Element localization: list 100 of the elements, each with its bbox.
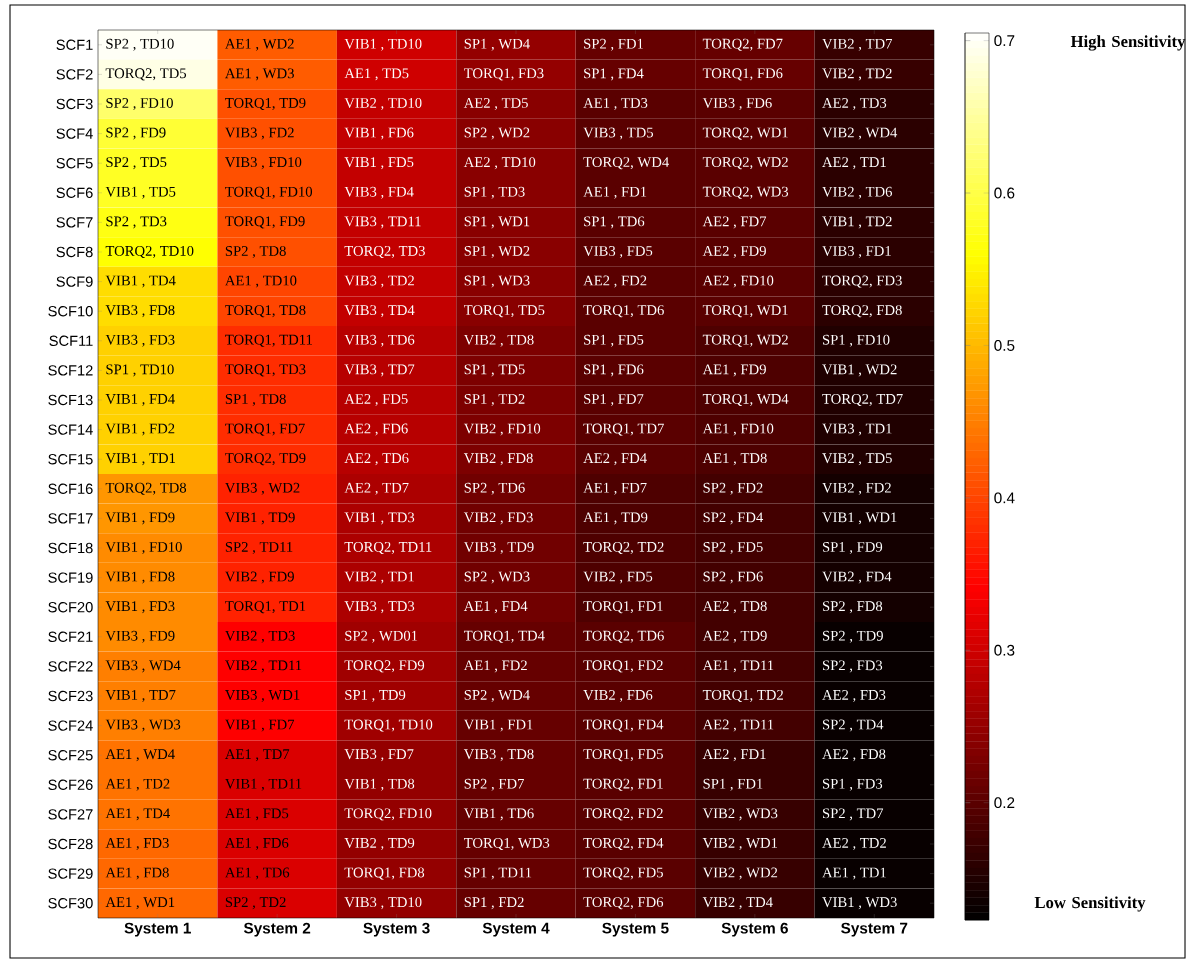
- data-label: SP2 , TD6: [464, 482, 525, 495]
- data-label: SP1 , FD6: [584, 364, 644, 377]
- data-label: VIB3 , FD8: [105, 305, 175, 318]
- data-label: VIB2 , TD7: [822, 38, 893, 51]
- data-label: VIB2 , WD4: [822, 127, 898, 140]
- data-label: VIB3 , FD9: [105, 630, 175, 643]
- data-label: TORQ2, WD4: [583, 157, 669, 170]
- y-tick-label: SCF25: [48, 750, 93, 761]
- y-tick-label: SCF27: [48, 809, 93, 820]
- data-label: VIB3 , TD6: [344, 334, 415, 347]
- data-label: SP2 , WD01: [345, 630, 418, 643]
- y-tick-label: SCF3: [56, 98, 93, 110]
- data-label: VIB1 , FD10: [105, 542, 182, 554]
- data-label: SP2 , TD8: [225, 246, 286, 259]
- data-label: TORQ2, FD7: [702, 38, 783, 51]
- data-label: AE1 , TD7: [225, 749, 290, 762]
- data-label: SP2 , TD9: [822, 630, 883, 643]
- data-label: AE1 , TD9: [583, 512, 648, 525]
- data-label: TORQ1, TD2: [702, 689, 783, 703]
- data-label: AE2 , FD5: [344, 394, 408, 406]
- data-label: VIB3 , TD5: [583, 127, 654, 140]
- data-label: AE1 , WD1: [105, 897, 175, 910]
- data-label: AE1 , TD11: [702, 660, 774, 673]
- data-label: TORQ1, FD3: [463, 68, 544, 81]
- data-label: VIB2 , FD3: [463, 512, 533, 525]
- y-tick-label: SCF6: [56, 187, 93, 198]
- data-label: SP1 , FD7: [584, 394, 644, 406]
- data-label: TORQ2, WD2: [702, 157, 788, 170]
- data-label: VIB2 , FD2: [822, 482, 891, 495]
- x-tick-label: System 6: [721, 922, 788, 937]
- data-label: VIB3 , FD2: [225, 127, 294, 140]
- data-label: VIB2 , TD10: [344, 98, 422, 111]
- text: High Sensitivity: [1070, 35, 1186, 51]
- data-label: VIB2 , TD2: [822, 68, 892, 81]
- data-label: AE2 , FD9: [702, 246, 766, 258]
- data-label: SP1 , WD1: [464, 216, 530, 229]
- data-label: TORQ1, FD1: [583, 601, 663, 614]
- x-tick-label: System 2: [243, 922, 311, 937]
- data-label: TORQ2, FD5: [583, 867, 663, 880]
- data-label: TORQ2, TD10: [105, 245, 194, 259]
- data-label: VIB3 , TD2: [344, 275, 414, 288]
- data-label: TORQ1, FD9: [225, 216, 305, 229]
- data-label: SP1 , FD9: [822, 542, 883, 554]
- y-tick-label: SCF28: [48, 838, 93, 850]
- data-label: TORQ1, FD5: [583, 749, 663, 762]
- data-label: SP1 , FD1: [703, 778, 763, 791]
- data-label: VIB1 , FD7: [225, 719, 295, 732]
- data-label: VIB3 , FD5: [583, 246, 653, 258]
- y-tick-label: SCF30: [48, 898, 93, 909]
- data-label: SP2 , FD6: [703, 571, 763, 584]
- data-label: AE1 , TD8: [702, 453, 767, 466]
- data-label: AE2 , TD3: [822, 98, 887, 110]
- data-label: SP1 , TD9: [345, 690, 406, 702]
- data-label: VIB3 , TD1: [822, 423, 892, 436]
- data-label: VIB2 , TD5: [822, 453, 892, 466]
- y-tick-label: SCF18: [48, 542, 93, 554]
- data-label: VIB2 , TD11: [225, 660, 302, 673]
- x-tick-label: System 3: [363, 922, 430, 937]
- data-label: SP2 , FD10: [106, 98, 173, 111]
- data-label: AE1 , WD3: [225, 68, 294, 81]
- data-label: AE1 , TD5: [344, 68, 409, 81]
- data-label: TORQ1, FD6: [702, 68, 783, 81]
- data-label: TORQ1, FD8: [344, 867, 425, 880]
- color-bar-label: 0.6: [994, 187, 1015, 199]
- data-label: TORQ1, WD4: [702, 393, 789, 407]
- data-label: VIB2 , FD4: [822, 571, 892, 584]
- data-label: VIB2 , FD8: [463, 453, 533, 466]
- data-label: AE1 , FD8: [105, 867, 169, 880]
- y-tick-label: SCF22: [48, 661, 93, 672]
- data-label: TORQ1, TD7: [583, 423, 664, 436]
- data-label: VIB1 , TD4: [105, 275, 176, 288]
- data-label: SP1 , FD2: [464, 897, 524, 910]
- y-tick-label: SCF8: [56, 246, 93, 258]
- data-label: AE2 , FD4: [583, 453, 647, 466]
- y-tick-label: SCF7: [56, 217, 93, 228]
- data-label: VIB3 , TD8: [463, 749, 534, 762]
- data-label: AE2 , TD11: [702, 719, 774, 732]
- data-label: SP2 , WD3: [464, 571, 530, 584]
- data-label: TORQ1, WD2: [702, 334, 788, 347]
- data-label: VIB1 , FD6: [344, 127, 414, 140]
- data-label: SP2 , TD10: [106, 38, 174, 51]
- data-label: TORQ2, TD7: [822, 393, 903, 407]
- data-label: VIB3 , TD4: [344, 305, 415, 318]
- x-tick-label: System 4: [482, 922, 550, 937]
- data-label: VIB1 , TD1: [105, 453, 175, 466]
- y-tick-label: SCF4: [56, 128, 93, 139]
- x-tick-label: System 5: [602, 922, 669, 937]
- data-label: VIB1 , FD4: [105, 394, 175, 406]
- data-label: TORQ2, WD3: [702, 186, 789, 199]
- data-label: AE2 , TD8: [702, 601, 767, 614]
- data-label: VIB3 , FD4: [344, 186, 414, 199]
- data-label: VIB1 , TD10: [344, 38, 422, 51]
- data-label: VIB2 , TD6: [822, 186, 893, 199]
- data-label: VIB1 , TD6: [463, 808, 534, 821]
- data-label: TORQ1, TD5: [463, 305, 545, 318]
- data-label: VIB3 , FD6: [702, 98, 772, 110]
- data-label: AE1 , FD7: [583, 482, 647, 495]
- data-label: VIB3 , TD10: [344, 897, 422, 910]
- data-label: SP1 , TD6: [584, 216, 645, 229]
- data-label: AE1 , TD2: [105, 778, 170, 791]
